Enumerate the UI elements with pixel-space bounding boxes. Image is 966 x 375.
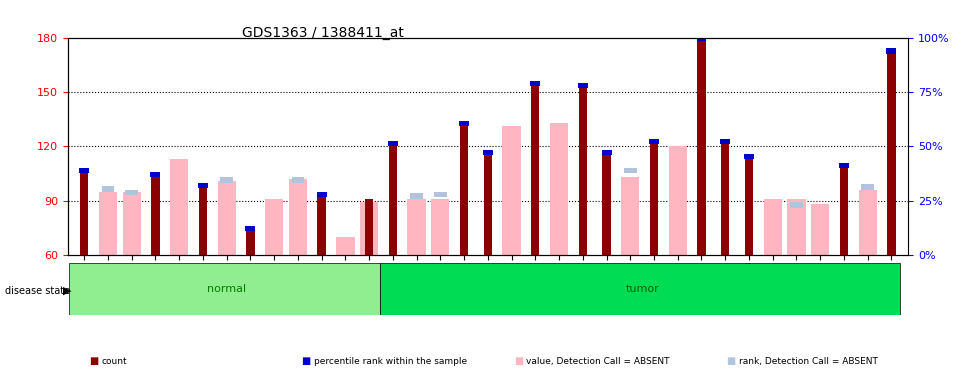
Bar [579,88,587,255]
Bar [170,159,188,255]
Text: ■: ■ [726,356,736,366]
Text: tumor: tumor [625,284,659,294]
Bar [434,192,446,197]
Bar [887,48,896,54]
Text: normal: normal [207,284,246,294]
Bar [887,54,895,255]
Bar [650,144,658,255]
Bar [101,186,114,192]
Text: disease state: disease state [5,286,70,296]
Text: ▶: ▶ [63,286,71,296]
Bar [388,141,398,146]
Text: rank, Detection Call = ABSENT: rank, Detection Call = ABSENT [739,357,878,366]
Bar [721,144,729,255]
Bar [602,150,611,155]
Bar [217,181,236,255]
Bar [411,194,423,199]
Bar [624,168,637,174]
Bar [668,146,687,255]
Bar [360,202,379,255]
Bar [744,153,753,159]
Bar [336,237,355,255]
Bar [126,190,138,195]
Text: count: count [101,357,128,366]
Bar [811,204,830,255]
Text: ■: ■ [89,356,99,366]
Bar [431,199,449,255]
Bar [289,179,307,255]
Bar [408,199,426,255]
Bar [69,262,380,315]
Bar [839,168,848,255]
Bar [317,192,327,197]
Bar [246,231,255,255]
Bar [649,139,659,144]
Bar [292,177,304,183]
Bar [484,155,492,255]
Bar [859,190,877,255]
Bar [838,163,849,168]
Bar [603,155,611,255]
Bar [763,199,781,255]
Bar [99,192,117,255]
Bar [245,226,255,231]
Bar [199,188,207,255]
Bar [388,146,397,255]
Text: value, Detection Call = ABSENT: value, Detection Call = ABSENT [526,357,670,366]
Bar [550,123,568,255]
Bar [220,177,233,183]
Bar [721,139,730,144]
Text: percentile rank within the sample: percentile rank within the sample [314,357,468,366]
Bar [531,87,539,255]
Text: ■: ■ [514,356,524,366]
Bar [151,172,160,177]
Bar [578,83,587,88]
Bar [745,159,753,255]
Bar [460,126,469,255]
Bar [696,36,706,41]
Bar [621,177,639,255]
Bar [80,173,89,255]
Bar [787,199,806,255]
Bar [380,262,899,315]
Bar [459,121,469,126]
Bar [79,168,89,174]
Text: ■: ■ [301,356,311,366]
Bar [365,199,373,255]
Bar [483,150,493,155]
Bar [152,177,159,255]
Text: GDS1363 / 1388411_at: GDS1363 / 1388411_at [242,26,404,40]
Bar [198,183,208,188]
Bar [318,197,326,255]
Bar [862,184,874,190]
Bar [530,81,540,87]
Bar [502,126,521,255]
Bar [697,41,705,255]
Bar [790,202,803,208]
Bar [123,192,141,255]
Bar [265,199,283,255]
